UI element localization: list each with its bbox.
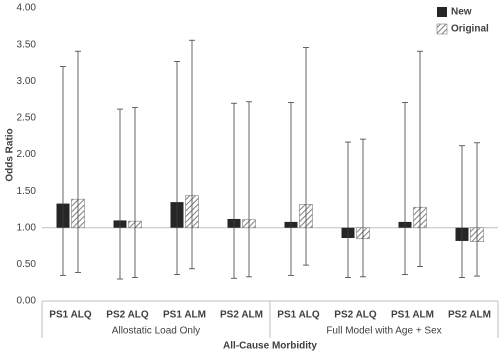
x-tick-label: PS2 ALQ xyxy=(334,310,377,321)
y-tick-label: 2.00 xyxy=(17,149,37,160)
x-tick-label: PS2 ALM xyxy=(448,310,491,321)
legend-label: Original xyxy=(451,24,489,35)
y-tick-label: 1.00 xyxy=(17,222,37,233)
y-tick-label: 4.00 xyxy=(17,3,37,14)
y-tick-label: 3.00 xyxy=(17,76,37,87)
y-axis-title: Odds Ratio xyxy=(5,128,16,181)
y-tick-label: 1.50 xyxy=(17,186,37,197)
legend-label: New xyxy=(451,7,472,18)
group-label: Allostatic Load Only xyxy=(112,326,200,337)
legend-swatch xyxy=(436,23,448,35)
x-tick-label: PS1 ALQ xyxy=(277,310,320,321)
y-tick-label: 0.00 xyxy=(17,296,37,307)
y-tick-label: 2.50 xyxy=(17,113,37,124)
x-tick-label: PS1 ALQ xyxy=(49,310,92,321)
x-tick-label: PS1 ALM xyxy=(163,310,206,321)
y-tick-label: 0.50 xyxy=(17,259,37,270)
x-tick-label: PS1 ALM xyxy=(391,310,434,321)
x-tick-label: PS2 ALQ xyxy=(106,310,149,321)
y-tick-label: 3.50 xyxy=(17,39,37,50)
group-label: Full Model with Age + Sex xyxy=(326,326,441,337)
x-axis-title: All-Cause Morbidity xyxy=(223,341,317,352)
x-tick-label: PS2 ALM xyxy=(220,310,263,321)
legend-swatch xyxy=(437,7,447,17)
